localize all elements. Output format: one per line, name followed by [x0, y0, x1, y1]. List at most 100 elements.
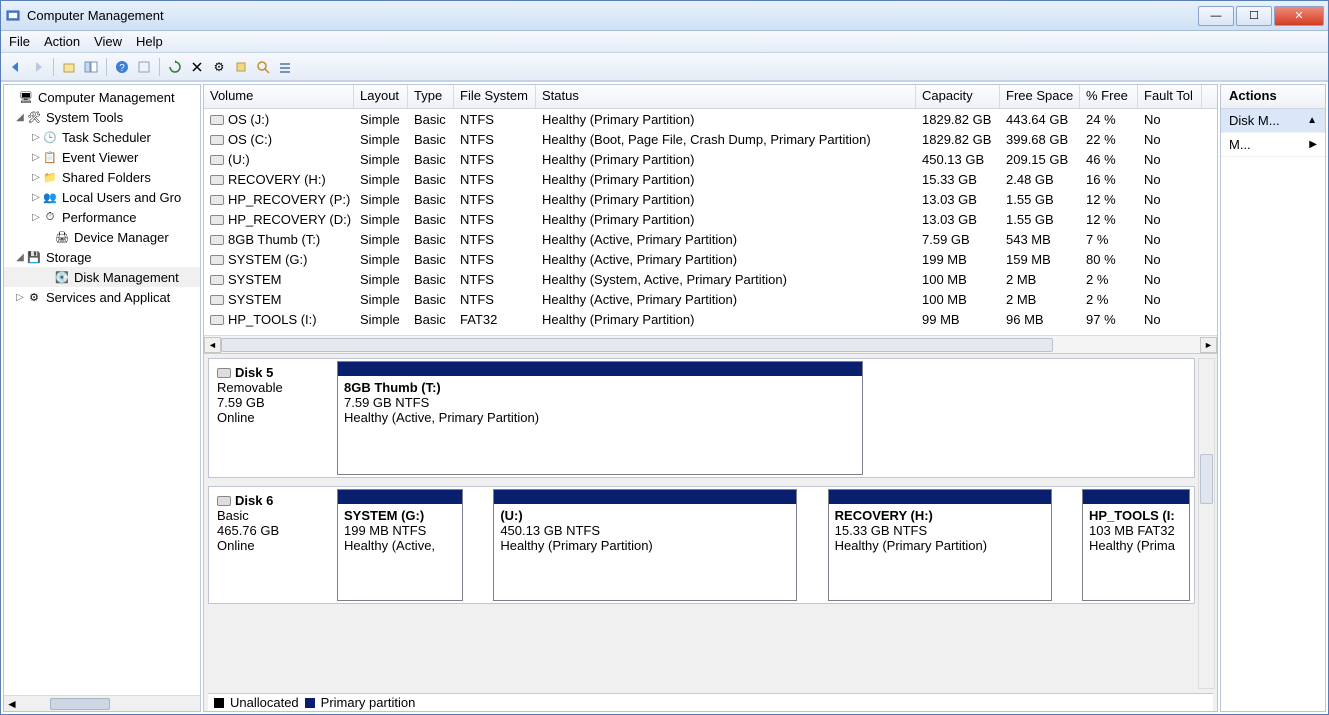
partition-stripe	[829, 490, 1051, 504]
tree-shared[interactable]: ▷📁Shared Folders	[4, 167, 200, 187]
tree-perf-label: Performance	[62, 210, 136, 225]
table-row[interactable]: HP_TOOLS (I:)SimpleBasicFAT32Healthy (Pr…	[204, 309, 1217, 329]
menu-action[interactable]: Action	[44, 34, 80, 49]
disk-vscroll-thumb[interactable]	[1200, 454, 1213, 504]
legend-unalloc-swatch	[214, 698, 224, 708]
table-row[interactable]: 8GB Thumb (T:)SimpleBasicNTFSHealthy (Ac…	[204, 229, 1217, 249]
partition[interactable]: (U:)450.13 GB NTFSHealthy (Primary Parti…	[493, 489, 797, 601]
tree-root[interactable]: 🖥Computer Management	[4, 87, 200, 107]
disk-label: Disk 6Basic465.76 GBOnline	[209, 487, 335, 603]
disk-block[interactable]: Disk 6Basic465.76 GBOnlineSYSTEM (G:)199…	[208, 486, 1195, 604]
tree-device-label: Device Manager	[74, 230, 169, 245]
collapse-icon: ▲	[1307, 115, 1317, 126]
volume-header: Volume Layout Type File System Status Ca…	[204, 85, 1217, 109]
disk-graphical-area: Disk 5Removable7.59 GBOnline8GB Thumb (T…	[204, 353, 1217, 711]
perf-icon: ⏱	[42, 209, 58, 225]
volume-hscroll-thumb[interactable]	[221, 338, 1053, 352]
help-icon[interactable]: ?	[113, 58, 131, 76]
action-diskm-label: Disk M...	[1229, 113, 1280, 128]
tree-body: 🖥Computer Management ◢🛠System Tools ▷🕒Ta…	[4, 85, 200, 695]
list-icon[interactable]	[276, 58, 294, 76]
table-row[interactable]: OS (C:)SimpleBasicNTFSHealthy (Boot, Pag…	[204, 129, 1217, 149]
drive-icon	[210, 135, 224, 145]
volume-table: Volume Layout Type File System Status Ca…	[204, 85, 1217, 353]
partition[interactable]: RECOVERY (H:)15.33 GB NTFSHealthy (Prima…	[828, 489, 1052, 601]
up-icon[interactable]	[60, 58, 78, 76]
disk-block[interactable]: Disk 5Removable7.59 GBOnline8GB Thumb (T…	[208, 358, 1195, 478]
volume-hscroll[interactable]: ◄ ►	[204, 335, 1217, 353]
tree-task[interactable]: ▷🕒Task Scheduler	[4, 127, 200, 147]
menu-file[interactable]: File	[9, 34, 30, 49]
disk-vscroll[interactable]	[1198, 358, 1215, 689]
tree-users-label: Local Users and Gro	[62, 190, 181, 205]
settings-icon[interactable]: ⚙	[210, 58, 228, 76]
tree-storage-label: Storage	[46, 250, 92, 265]
partition[interactable]: SYSTEM (G:)199 MB NTFSHealthy (Active,	[337, 489, 463, 601]
tree-diskmgmt-label: Disk Management	[74, 270, 179, 285]
maximize-button[interactable]: ☐	[1236, 6, 1272, 26]
col-pctfree[interactable]: % Free	[1080, 85, 1138, 108]
properties-icon[interactable]	[135, 58, 153, 76]
titlebar: Computer Management — ☐ ✕	[1, 1, 1328, 31]
forward-icon[interactable]	[29, 58, 47, 76]
col-fault[interactable]: Fault Tol	[1138, 85, 1202, 108]
table-row[interactable]: RECOVERY (H:)SimpleBasicNTFSHealthy (Pri…	[204, 169, 1217, 189]
partition[interactable]: HP_TOOLS (I:103 MB FAT32Healthy (Prima	[1082, 489, 1190, 601]
table-row[interactable]: (U:)SimpleBasicNTFSHealthy (Primary Part…	[204, 149, 1217, 169]
table-row[interactable]: OS (J:)SimpleBasicNTFSHealthy (Primary P…	[204, 109, 1217, 129]
disk-icon	[217, 368, 231, 378]
col-fs[interactable]: File System	[454, 85, 536, 108]
volume-body: OS (J:)SimpleBasicNTFSHealthy (Primary P…	[204, 109, 1217, 329]
col-type[interactable]: Type	[408, 85, 454, 108]
table-row[interactable]: SYSTEM (G:)SimpleBasicNTFSHealthy (Activ…	[204, 249, 1217, 269]
drive-icon	[210, 115, 224, 125]
users-icon: 👥	[42, 189, 58, 205]
tree-shared-label: Shared Folders	[62, 170, 151, 185]
tree-diskmgmt[interactable]: 💽Disk Management	[4, 267, 200, 287]
legend: Unallocated Primary partition	[208, 693, 1213, 711]
table-row[interactable]: SYSTEMSimpleBasicNTFSHealthy (Active, Pr…	[204, 289, 1217, 309]
menu-view[interactable]: View	[94, 34, 122, 49]
action-diskm[interactable]: Disk M... ▲	[1221, 109, 1325, 133]
search-icon[interactable]	[254, 58, 272, 76]
action-icon[interactable]	[232, 58, 250, 76]
drive-icon	[210, 295, 224, 305]
back-icon[interactable]	[7, 58, 25, 76]
tree-services[interactable]: ▷⚙Services and Applicat	[4, 287, 200, 307]
drive-icon	[210, 315, 224, 325]
event-icon: 📋	[42, 149, 58, 165]
disk-partitions: SYSTEM (G:)199 MB NTFSHealthy (Active, (…	[335, 487, 1194, 603]
window-controls: — ☐ ✕	[1196, 6, 1324, 26]
drive-icon	[210, 155, 224, 165]
tree-device[interactable]: 🖨Device Manager	[4, 227, 200, 247]
tree-perf[interactable]: ▷⏱Performance	[4, 207, 200, 227]
tree-systools[interactable]: ◢🛠System Tools	[4, 107, 200, 127]
delete-icon[interactable]	[188, 58, 206, 76]
scroll-right-icon[interactable]: ►	[1200, 337, 1217, 353]
col-free[interactable]: Free Space	[1000, 85, 1080, 108]
show-hide-tree-icon[interactable]	[82, 58, 100, 76]
tree-users[interactable]: ▷👥Local Users and Gro	[4, 187, 200, 207]
col-status[interactable]: Status	[536, 85, 916, 108]
action-more[interactable]: M... ▶	[1221, 133, 1325, 157]
partition[interactable]: 8GB Thumb (T:)7.59 GB NTFSHealthy (Activ…	[337, 361, 863, 475]
refresh-icon[interactable]	[166, 58, 184, 76]
services-icon: ⚙	[26, 289, 42, 305]
close-button[interactable]: ✕	[1274, 6, 1324, 26]
minimize-button[interactable]: —	[1198, 6, 1234, 26]
tree-storage[interactable]: ◢💾Storage	[4, 247, 200, 267]
table-row[interactable]: HP_RECOVERY (D:)SimpleBasicNTFSHealthy (…	[204, 209, 1217, 229]
table-row[interactable]: HP_RECOVERY (P:)SimpleBasicNTFSHealthy (…	[204, 189, 1217, 209]
table-row[interactable]: SYSTEMSimpleBasicNTFSHealthy (System, Ac…	[204, 269, 1217, 289]
tree-pane: 🖥Computer Management ◢🛠System Tools ▷🕒Ta…	[3, 84, 201, 712]
disk-label: Disk 5Removable7.59 GBOnline	[209, 359, 335, 477]
scroll-left-icon[interactable]: ◄	[204, 337, 221, 353]
menu-help[interactable]: Help	[136, 34, 163, 49]
tree-hscroll[interactable]: ◄	[4, 695, 200, 711]
tree-event[interactable]: ▷📋Event Viewer	[4, 147, 200, 167]
tree-hscroll-thumb[interactable]	[50, 698, 110, 710]
col-volume[interactable]: Volume	[204, 85, 354, 108]
col-capacity[interactable]: Capacity	[916, 85, 1000, 108]
toolbar: ? ⚙	[1, 53, 1328, 81]
col-layout[interactable]: Layout	[354, 85, 408, 108]
